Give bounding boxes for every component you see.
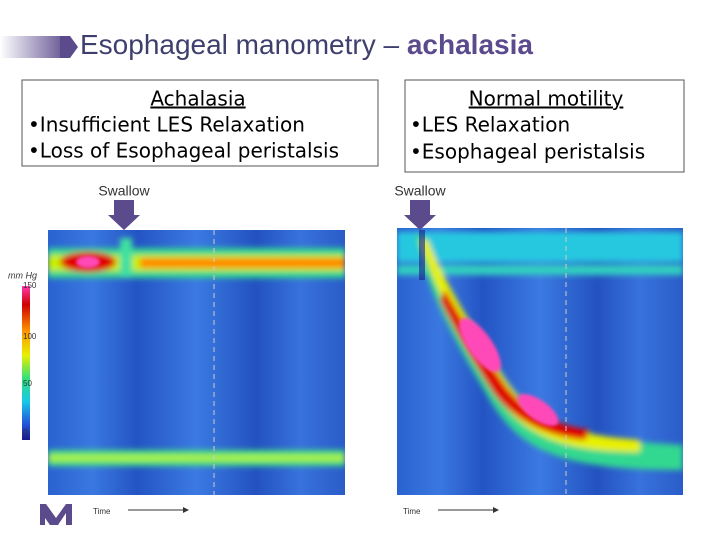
swallow-arrow xyxy=(404,200,436,230)
scale-label: 150 xyxy=(23,281,37,290)
box-heading: Normal motility xyxy=(469,87,624,111)
scale-unit: mm Hg xyxy=(8,270,37,280)
scale-label: 0 xyxy=(23,428,28,437)
swallow-arrow xyxy=(108,200,140,230)
text-box xyxy=(21,79,379,167)
title-text: Esophageal manometry – xyxy=(80,29,407,60)
scale-label: 100 xyxy=(23,332,37,341)
bullet: •Insufficient LES Relaxation xyxy=(28,113,305,137)
time-label: Time xyxy=(403,507,421,516)
time-arrow-head xyxy=(493,507,499,513)
time-label: Time xyxy=(93,507,111,516)
title-bold: achalasia xyxy=(407,29,534,60)
manometry-plot xyxy=(48,230,345,495)
title-stripe-tip xyxy=(60,36,78,58)
bullet: •Loss of Esophageal peristalsis xyxy=(28,139,339,163)
text-box xyxy=(404,79,685,173)
scale-label: 50 xyxy=(23,379,32,388)
logo xyxy=(40,504,72,525)
swallow-label: Swallow xyxy=(394,183,446,199)
color-scale xyxy=(22,286,30,440)
swallow-label: Swallow xyxy=(98,183,150,199)
bullet: •Esophageal peristalsis xyxy=(410,140,645,164)
slide-title: Esophageal manometry – achalasia xyxy=(80,29,533,60)
box-heading: Achalasia xyxy=(150,87,245,111)
title-stripe xyxy=(0,36,70,58)
bullet: •LES Relaxation xyxy=(410,113,570,137)
time-arrow-head xyxy=(183,507,189,513)
manometry-plot xyxy=(397,228,683,495)
